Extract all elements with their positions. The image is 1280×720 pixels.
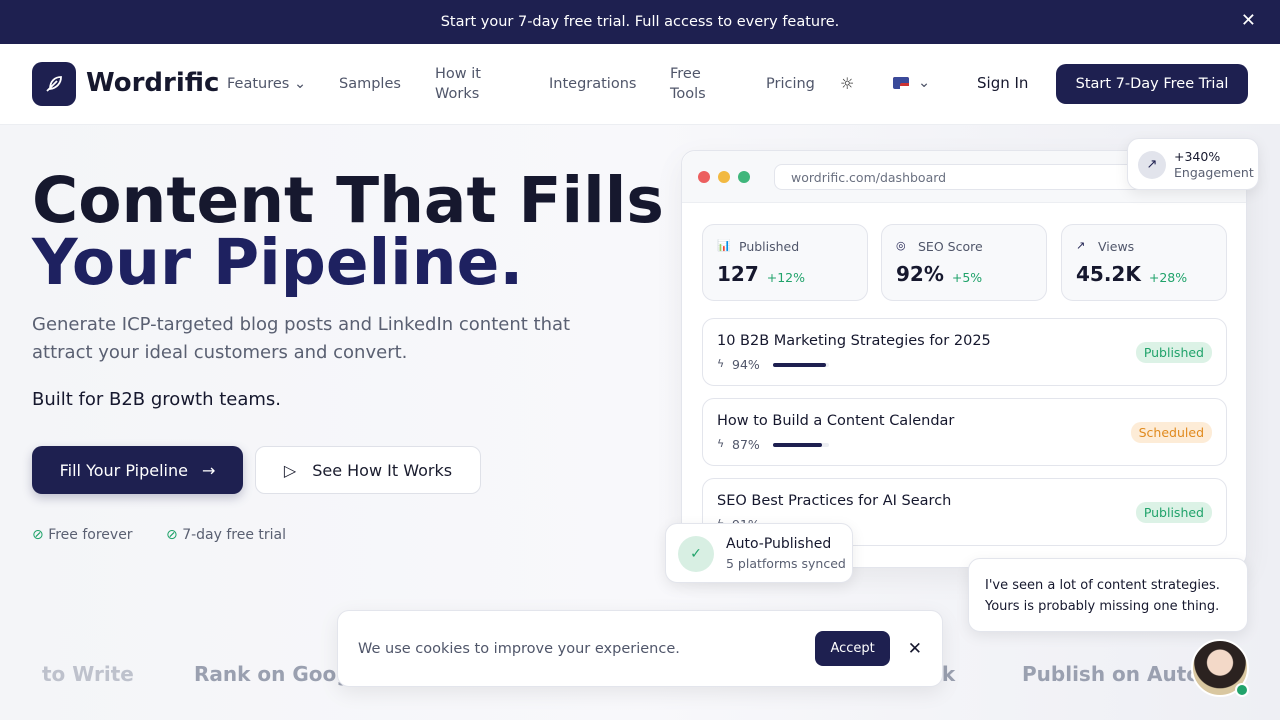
nav-link[interactable]: Free Tools xyxy=(670,66,706,102)
cookie-banner: We use cookies to improve your experienc… xyxy=(337,610,943,687)
stat-change: +5% xyxy=(951,270,983,285)
marquee-item: Rank on Goog xyxy=(194,662,351,686)
nav-link[interactable]: Samples xyxy=(339,76,401,92)
cookie-text: We use cookies to improve your experienc… xyxy=(358,640,680,657)
stat-icon: ↗ xyxy=(1076,239,1086,252)
dot xyxy=(698,171,710,183)
bolt-icon: ϟ xyxy=(717,437,725,450)
title-line: Content That Fills xyxy=(32,164,664,237)
stat-card: 📊 Published 127 +12% xyxy=(702,224,868,301)
auto-title: Auto-Published xyxy=(726,536,832,552)
nav-link[interactable]: Integrations xyxy=(549,76,637,92)
nav-link[interactable]: Pricing xyxy=(766,76,815,92)
dot xyxy=(738,171,750,183)
score-track xyxy=(773,363,829,367)
stat-value: 45.2K xyxy=(1076,262,1141,286)
brand[interactable]: Wordrific xyxy=(86,68,220,98)
button-text: See How It Works xyxy=(312,460,453,480)
cookie-close[interactable]: ✕ xyxy=(907,638,922,659)
check-item: ⊘ Free forever xyxy=(32,527,133,543)
post-title: 10 B2B Marketing Strategies for 2025 xyxy=(717,333,991,349)
auto-subtitle: 5 platforms synced xyxy=(726,556,846,571)
stat-change: +12% xyxy=(766,270,806,285)
accept-button[interactable]: Accept xyxy=(815,631,890,666)
check-icon: ⊘ xyxy=(166,527,178,543)
language-chevron[interactable]: ⌄ xyxy=(918,75,931,91)
nav-link[interactable]: How it Works xyxy=(435,66,481,102)
status-pill: Published xyxy=(1135,502,1212,523)
post-card: SEO Best Practices for AI Searchϟ91%Publ… xyxy=(702,478,1227,546)
banner-text: Start your 7-day free trial. Full access… xyxy=(440,14,840,30)
hero-tagline: Built for B2B growth teams. xyxy=(32,389,282,410)
stat-change: +28% xyxy=(1148,270,1188,285)
promo-banner: Start your 7-day free trial. Full access… xyxy=(0,0,1280,44)
hero-title: Content That Fills Your Pipeline. xyxy=(32,164,664,299)
hero-subtitle: Generate ICP-targeted blog posts and Lin… xyxy=(32,314,571,363)
stat-label: Published xyxy=(739,239,800,254)
check-icon: ✓ xyxy=(678,536,714,572)
post-score: 94% xyxy=(732,357,760,372)
marquee-item: to Write xyxy=(42,662,134,686)
post-score: 87% xyxy=(732,437,760,452)
cta-button[interactable]: Start 7-Day Free Trial xyxy=(1056,64,1248,104)
url-field: wordrific.com/dashboard xyxy=(774,164,1144,190)
stat-icon: ◎ xyxy=(896,239,906,252)
status-pill: Published xyxy=(1135,342,1212,363)
stat-label: SEO Score xyxy=(918,239,983,254)
sign-in[interactable]: Sign In xyxy=(977,74,1029,92)
nav-link-text: Features xyxy=(227,76,290,92)
stat-value: 92% xyxy=(896,262,944,286)
primary-button[interactable]: Fill Your Pipeline → xyxy=(32,446,243,494)
navbar: Wordrific Features ⌄ Samples How it Work… xyxy=(0,44,1280,125)
trend-icon: ↗ xyxy=(1138,151,1166,179)
post-title: SEO Best Practices for AI Search xyxy=(717,493,952,509)
post-card: How to Build a Content Calendar ϟ 87% Sched… xyxy=(702,398,1227,466)
check-item: ⊘ 7-day free trial xyxy=(166,527,286,543)
score-track xyxy=(773,443,829,447)
stat-icon: 📊 xyxy=(717,239,731,252)
auto-popup: ✓ Auto-Published 5 platforms synced xyxy=(665,523,853,583)
check-text: Free forever xyxy=(48,527,133,543)
arrow-icon: → xyxy=(201,460,216,480)
post-card: 10 B2B Marketing Strategies for 2025 ϟ 94%… xyxy=(702,318,1227,386)
stat-card: ◎ SEO Score 92% +5% xyxy=(881,224,1047,301)
nav-link[interactable]: Features ⌄ xyxy=(227,76,307,92)
check-text: 7-day free trial xyxy=(182,527,287,543)
stat-label: Views xyxy=(1098,239,1135,254)
engagement-value: +340% xyxy=(1174,149,1221,164)
score-bar xyxy=(773,443,822,447)
logo[interactable] xyxy=(32,62,76,106)
score-bar xyxy=(773,363,826,367)
engagement-label: Engagement xyxy=(1174,165,1254,180)
language-flag[interactable] xyxy=(893,77,909,89)
dot xyxy=(718,171,730,183)
play-icon: ▷ xyxy=(283,460,297,480)
stat-card: ↗ Views 45.2K +28% xyxy=(1061,224,1227,301)
bolt-icon: ϟ xyxy=(717,357,725,370)
close-icon[interactable]: ✕ xyxy=(1240,10,1256,31)
post-title: How to Build a Content Calendar xyxy=(717,413,955,429)
title-line: Your Pipeline. xyxy=(32,226,524,299)
check-icon: ⊘ xyxy=(32,527,44,543)
theme-toggle[interactable]: ☼ xyxy=(840,74,855,93)
secondary-button[interactable]: ▷ See How It Works xyxy=(255,446,481,494)
marquee-item: Publish on Auto xyxy=(1022,662,1200,686)
logo-icon xyxy=(46,76,62,92)
status-pill: Scheduled xyxy=(1130,422,1212,443)
online-dot xyxy=(1235,683,1249,697)
stat-value: 127 xyxy=(717,262,759,286)
chat-bubble[interactable]: I've seen a lot of content strategies. Y… xyxy=(968,558,1248,632)
engagement-popup: ↗ +340% Engagement xyxy=(1127,138,1259,190)
button-text: Fill Your Pipeline xyxy=(59,460,188,480)
